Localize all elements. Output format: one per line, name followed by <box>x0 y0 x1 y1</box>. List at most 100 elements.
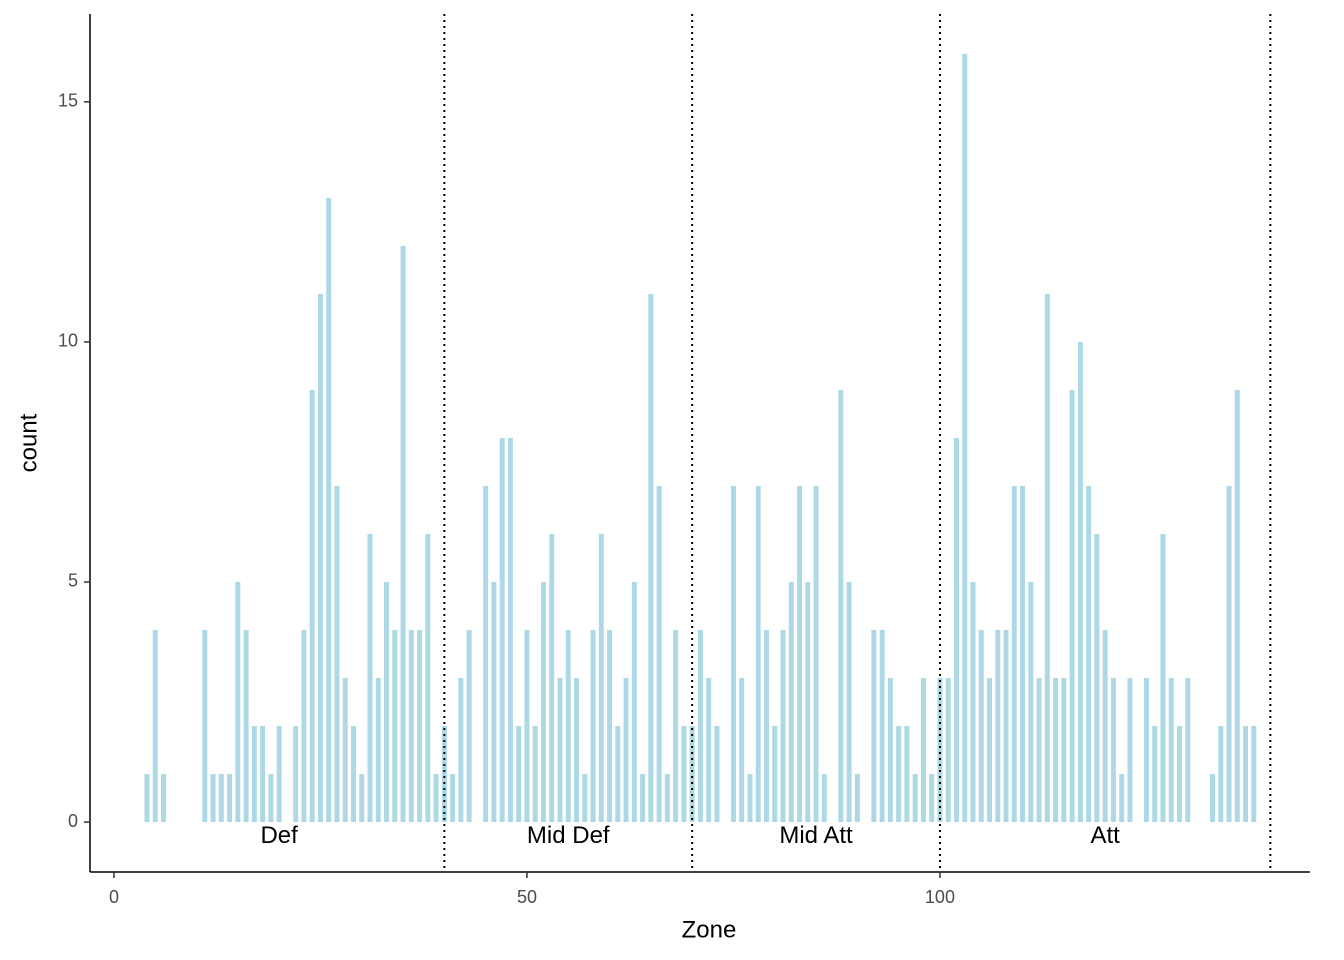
bar <box>557 678 563 823</box>
bar <box>334 485 340 823</box>
bar <box>706 678 712 823</box>
bar <box>152 630 158 823</box>
zone-label: Mid Att <box>779 822 853 849</box>
bar <box>1077 341 1083 823</box>
y-axis-title: count <box>15 413 42 472</box>
bar <box>846 581 852 823</box>
bar <box>730 485 736 823</box>
bar <box>458 678 464 823</box>
bar <box>631 581 637 823</box>
bar <box>1143 678 1149 823</box>
bar <box>202 630 208 823</box>
zone-label: Att <box>1090 822 1120 849</box>
bar <box>780 630 786 823</box>
bar <box>375 678 381 823</box>
bar <box>1234 389 1240 823</box>
bar <box>433 774 439 823</box>
bar <box>1094 533 1100 823</box>
bar <box>326 197 332 823</box>
bar <box>425 533 431 823</box>
bar <box>590 630 596 823</box>
bar <box>1028 581 1034 823</box>
bar <box>260 726 266 823</box>
bar <box>408 630 414 823</box>
bar <box>1127 678 1133 823</box>
bar <box>532 726 538 823</box>
bar <box>978 630 984 823</box>
bar <box>987 678 992 823</box>
bar <box>664 774 670 823</box>
y-tick-label: 5 <box>68 571 78 591</box>
bar <box>896 726 902 823</box>
bar <box>1226 485 1232 823</box>
bar <box>1177 726 1182 823</box>
bar <box>640 774 646 823</box>
bar <box>516 726 522 823</box>
bar <box>499 437 505 823</box>
bar <box>1243 726 1249 823</box>
bar <box>524 630 530 823</box>
bar <box>342 678 348 823</box>
x-tick-label: 50 <box>517 887 537 907</box>
bar <box>714 726 720 823</box>
bar <box>797 485 803 823</box>
bar <box>1069 389 1075 823</box>
bar <box>821 774 827 823</box>
x-tick-label: 100 <box>925 887 955 907</box>
bar <box>450 774 456 823</box>
bar <box>161 774 166 823</box>
bar <box>755 485 761 823</box>
bar <box>813 485 819 823</box>
bar <box>1160 533 1166 823</box>
bar <box>317 293 323 823</box>
bar <box>929 774 935 823</box>
bar <box>309 389 315 823</box>
bar <box>301 630 307 823</box>
bar <box>920 678 926 823</box>
x-tick-label: 0 <box>109 887 119 907</box>
bar <box>384 581 390 823</box>
bar <box>871 630 877 823</box>
bar <box>1119 774 1125 823</box>
bar <box>367 533 373 823</box>
bar <box>656 485 662 823</box>
bar <box>144 774 150 823</box>
bar <box>276 726 282 823</box>
x-axis-title: Zone <box>682 916 737 943</box>
bar <box>507 437 513 823</box>
bar <box>1003 630 1009 823</box>
bar <box>1218 726 1224 823</box>
bar <box>466 630 472 823</box>
bar <box>582 774 588 823</box>
bar <box>1251 726 1257 823</box>
bar <box>747 774 753 823</box>
bar <box>1210 774 1216 823</box>
bar <box>268 774 274 823</box>
bar <box>739 678 745 823</box>
bar <box>441 726 447 823</box>
y-tick-label: 15 <box>58 91 78 111</box>
bar <box>574 678 579 823</box>
bar <box>615 726 621 823</box>
bar <box>235 581 241 823</box>
bar <box>549 533 555 823</box>
bar <box>1020 485 1026 823</box>
bar <box>887 678 893 823</box>
bar <box>293 726 299 823</box>
bar <box>218 774 224 823</box>
bar <box>565 630 571 823</box>
bar <box>970 581 976 823</box>
bar <box>854 774 860 823</box>
bar <box>540 581 546 823</box>
bar <box>351 726 356 823</box>
bar <box>953 437 959 823</box>
bar <box>359 774 365 823</box>
y-tick-label: 10 <box>58 331 78 351</box>
bar <box>483 485 489 823</box>
bar <box>392 630 398 823</box>
bar <box>697 630 703 823</box>
bar <box>1036 678 1042 823</box>
bar <box>1185 678 1191 823</box>
bar <box>1011 485 1017 823</box>
